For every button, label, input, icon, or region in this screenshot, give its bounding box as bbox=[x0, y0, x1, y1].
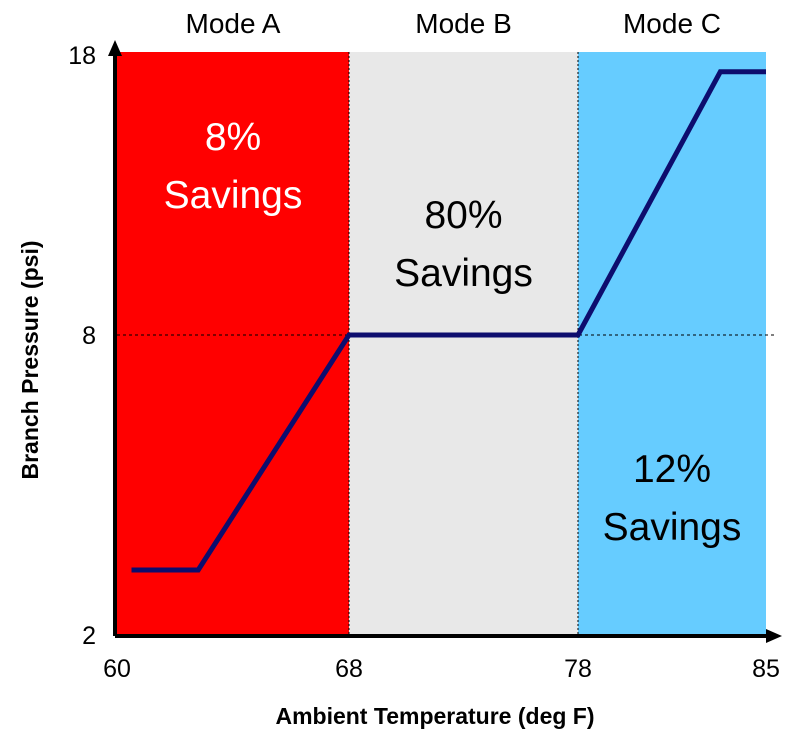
savings-label-mode-c-line-0: 12% bbox=[633, 448, 711, 491]
y-tick-label-8: 8 bbox=[82, 322, 96, 350]
x-tick-label-68: 68 bbox=[335, 655, 363, 683]
x-axis-arrow bbox=[766, 629, 782, 643]
y-axis-arrow bbox=[108, 40, 122, 56]
x-tick-labels: 60 68 78 85 bbox=[103, 655, 780, 683]
region-mode-a bbox=[117, 52, 349, 635]
savings-label-mode-c-line-1: Savings bbox=[603, 506, 742, 549]
x-tick-label-78: 78 bbox=[564, 655, 592, 683]
series-line-0 bbox=[131, 69, 766, 573]
region-mode-c bbox=[578, 52, 766, 635]
mode-label-mode-c: Mode C bbox=[623, 8, 721, 39]
mode-labels: Mode A Mode B Mode C bbox=[186, 8, 722, 39]
y-tick-label-18: 18 bbox=[68, 42, 96, 70]
mode-label-mode-b: Mode B bbox=[415, 8, 512, 39]
savings-label-mode-b-line-0: 80% bbox=[424, 194, 502, 237]
y-tick-labels: 2 8 18 bbox=[68, 42, 96, 650]
region-mode-b bbox=[349, 52, 578, 635]
mode-regions bbox=[117, 52, 766, 635]
y-axis-label: Branch Pressure (psi) bbox=[17, 240, 43, 479]
x-axis-label: Ambient Temperature (deg F) bbox=[275, 703, 594, 729]
region-dividers bbox=[348, 52, 579, 635]
axes bbox=[108, 40, 782, 643]
y-tick-label-2: 2 bbox=[82, 622, 96, 650]
savings-label-mode-b-line-1: Savings bbox=[394, 252, 533, 295]
savings-label-mode-a-line-1: Savings bbox=[164, 174, 303, 217]
savings-label-mode-a-line-0: 8% bbox=[205, 116, 261, 159]
series-group bbox=[131, 69, 766, 573]
savings-labels: 8% Savings 80% Savings 12% Savings bbox=[164, 116, 742, 549]
x-tick-label-60: 60 bbox=[103, 655, 131, 683]
x-tick-label-85: 85 bbox=[752, 655, 780, 683]
mode-label-mode-a: Mode A bbox=[186, 8, 281, 39]
